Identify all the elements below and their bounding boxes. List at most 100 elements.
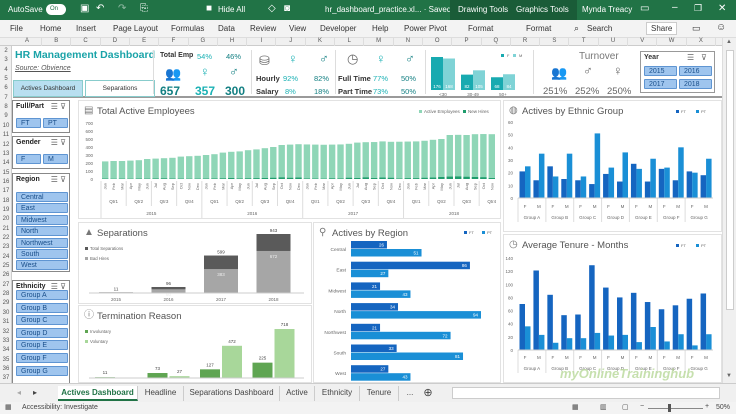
legend-swatch[interactable]: [676, 244, 679, 247]
ft-bar[interactable]: [575, 180, 581, 198]
legend-swatch[interactable]: [463, 110, 466, 113]
new-hires-bar[interactable]: [160, 178, 168, 179]
zoom-slider[interactable]: [648, 408, 703, 409]
legend-swatch[interactable]: [85, 340, 88, 343]
voluntary-bar[interactable]: [274, 329, 295, 378]
row-header[interactable]: 24: [2, 253, 10, 260]
active-employees-bar[interactable]: [144, 159, 151, 179]
active-employees-bar[interactable]: [421, 140, 428, 179]
row-header[interactable]: 19: [2, 206, 10, 213]
zoom-out-icon[interactable]: −: [640, 403, 645, 410]
active-employees-bar[interactable]: [328, 144, 336, 179]
new-hires-bar[interactable]: [421, 177, 428, 179]
legend-swatch[interactable]: [501, 54, 504, 57]
active-employees-bar[interactable]: [177, 156, 185, 179]
active-employees-bar[interactable]: [488, 134, 495, 179]
actives-by-ethnic-group-chart[interactable]: ◍ Actives by Ethnic Group 0 10 20 30 40 50 60 F…: [503, 100, 722, 232]
slicer-item-pt[interactable]: PT: [43, 118, 68, 128]
involuntary-bar[interactable]: [200, 369, 220, 378]
age-bar[interactable]: [503, 74, 515, 90]
new-hires-bar[interactable]: [362, 177, 369, 179]
scroll-down-icon[interactable]: ▼: [726, 373, 732, 379]
slicer-item[interactable]: Group C: [16, 315, 68, 326]
page-layout-view-icon[interactable]: ▥: [600, 404, 607, 411]
age-bar[interactable]: [461, 74, 473, 90]
active-employees-bar[interactable]: [370, 142, 378, 179]
column-header[interactable]: I: [247, 38, 277, 46]
column-header[interactable]: A: [13, 38, 42, 46]
active-employees-bar[interactable]: [270, 147, 277, 179]
row-header[interactable]: 33: [2, 337, 10, 344]
ft-bar[interactable]: [351, 241, 387, 249]
active-employees-bar[interactable]: [202, 155, 210, 179]
column-header[interactable]: H: [218, 38, 248, 46]
active-employees-bar[interactable]: [152, 158, 159, 179]
row-header[interactable]: 10: [2, 122, 10, 129]
active-employees-bar[interactable]: [412, 141, 420, 179]
active-employees-bar[interactable]: [118, 161, 126, 179]
column-header[interactable]: C: [72, 38, 101, 46]
new-hires-bar[interactable]: [261, 178, 269, 179]
active-employees-bar[interactable]: [345, 143, 353, 179]
pt-bar[interactable]: [351, 373, 411, 381]
row-header[interactable]: 29: [2, 300, 10, 307]
new-hires-bar[interactable]: [404, 178, 411, 179]
actives-dashboard-button[interactable]: Actives Dashboard: [13, 80, 83, 97]
row-header[interactable]: 13: [2, 150, 10, 157]
active-employees-bar[interactable]: [379, 141, 386, 179]
voluntary-bar[interactable]: [169, 376, 190, 378]
sheet-tab-tenure[interactable]: Tenure: [360, 386, 399, 401]
tab-formulas[interactable]: Formulas: [171, 24, 205, 33]
clear-filter-icon[interactable]: ☰ ⊽: [50, 175, 66, 184]
ribbon-display-icon[interactable]: ▭: [640, 3, 650, 14]
row-header[interactable]: 16: [2, 178, 10, 185]
pt-bar[interactable]: [566, 153, 573, 198]
active-employees-bar[interactable]: [463, 135, 470, 179]
comments-icon[interactable]: ▭: [692, 23, 701, 33]
active-employees-bar[interactable]: [110, 161, 117, 179]
row-header[interactable]: 34: [2, 347, 10, 354]
vertical-scrollbar[interactable]: ▲ ▼: [722, 38, 736, 383]
legend-swatch[interactable]: [85, 257, 88, 260]
slicer-item[interactable]: North: [16, 226, 68, 237]
year-2016-button[interactable]: 2016: [679, 66, 712, 76]
pt-bar[interactable]: [622, 334, 629, 350]
active-employees-bar[interactable]: [102, 161, 109, 179]
slicer-item[interactable]: Group E: [16, 340, 68, 351]
active-employees-bar[interactable]: [278, 145, 285, 179]
slicer-item[interactable]: Group D: [16, 327, 68, 338]
column-header[interactable]: U: [599, 38, 628, 46]
slicer-item-m[interactable]: M: [43, 154, 68, 164]
active-employees-bar[interactable]: [362, 142, 369, 179]
pt-bar[interactable]: [594, 133, 601, 198]
ft-bar[interactable]: [589, 265, 595, 350]
active-employees-bar[interactable]: [446, 135, 453, 179]
multi-select-icon[interactable]: ☰: [687, 53, 695, 62]
pt-bar[interactable]: [525, 166, 531, 198]
year-2017-button[interactable]: 2017: [644, 79, 677, 89]
active-employees-bar[interactable]: [295, 144, 302, 179]
new-hires-bar[interactable]: [370, 178, 378, 179]
column-header[interactable]: W: [658, 38, 687, 46]
column-header[interactable]: X: [687, 38, 716, 46]
column-header[interactable]: L: [335, 38, 365, 46]
format-painter-icon[interactable]: ⎘: [140, 3, 148, 14]
more-sheets-button[interactable]: ...: [406, 388, 414, 397]
row-header[interactable]: 21: [2, 225, 10, 232]
new-hires-bar[interactable]: [295, 177, 302, 179]
pt-bar[interactable]: [692, 172, 698, 198]
row-header[interactable]: 37: [2, 375, 10, 382]
row-header[interactable]: 7: [4, 94, 8, 101]
column-header[interactable]: E: [130, 38, 160, 46]
age-bar[interactable]: [431, 57, 443, 90]
new-hires-bar[interactable]: [286, 177, 294, 179]
active-employees-bar[interactable]: [438, 139, 445, 179]
column-header[interactable]: P: [453, 38, 482, 46]
zoom-in-icon[interactable]: +: [705, 403, 710, 410]
ft-bar[interactable]: [686, 171, 693, 198]
active-employees-bar[interactable]: [236, 151, 243, 179]
new-hires-bar[interactable]: [412, 178, 420, 179]
row-header[interactable]: 35: [2, 356, 10, 363]
ft-bar[interactable]: [351, 344, 397, 353]
context-tab-graphics-tools[interactable]: Graphics Tools: [508, 0, 577, 20]
